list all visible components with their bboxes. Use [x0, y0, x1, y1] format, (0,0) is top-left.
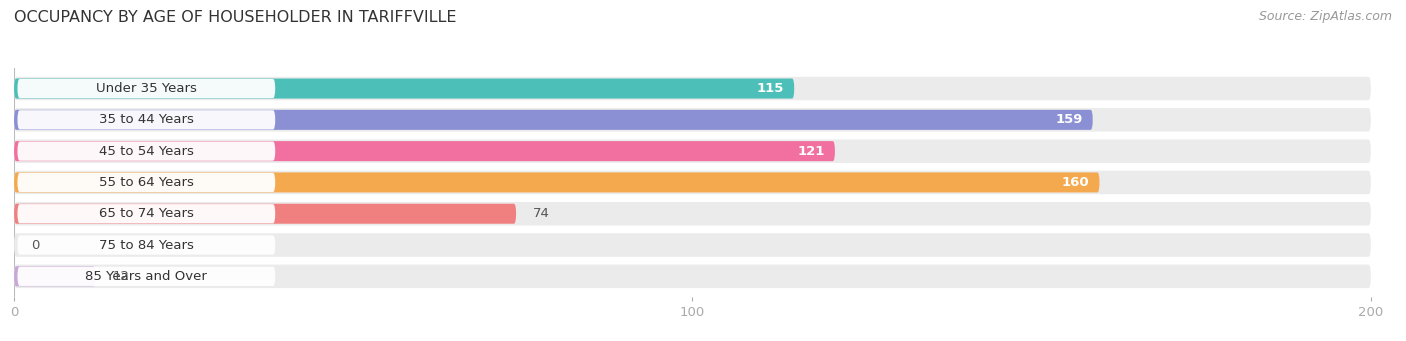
Text: 35 to 44 Years: 35 to 44 Years — [98, 113, 194, 126]
FancyBboxPatch shape — [14, 108, 1371, 132]
Text: 74: 74 — [533, 207, 550, 220]
Text: 12: 12 — [112, 270, 129, 283]
Text: 65 to 74 Years: 65 to 74 Years — [98, 207, 194, 220]
FancyBboxPatch shape — [17, 142, 276, 161]
Text: 160: 160 — [1062, 176, 1090, 189]
Text: 75 to 84 Years: 75 to 84 Years — [98, 239, 194, 252]
FancyBboxPatch shape — [14, 173, 1099, 192]
FancyBboxPatch shape — [17, 235, 276, 255]
Text: 115: 115 — [756, 82, 785, 95]
FancyBboxPatch shape — [14, 233, 1371, 257]
FancyBboxPatch shape — [14, 265, 1371, 288]
FancyBboxPatch shape — [14, 202, 1371, 225]
FancyBboxPatch shape — [14, 266, 96, 286]
Text: 159: 159 — [1054, 113, 1083, 126]
FancyBboxPatch shape — [17, 110, 276, 130]
FancyBboxPatch shape — [14, 204, 516, 224]
FancyBboxPatch shape — [14, 78, 794, 99]
Text: Source: ZipAtlas.com: Source: ZipAtlas.com — [1258, 10, 1392, 23]
FancyBboxPatch shape — [17, 204, 276, 223]
Text: 55 to 64 Years: 55 to 64 Years — [98, 176, 194, 189]
Text: 85 Years and Over: 85 Years and Over — [86, 270, 207, 283]
Text: OCCUPANCY BY AGE OF HOUSEHOLDER IN TARIFFVILLE: OCCUPANCY BY AGE OF HOUSEHOLDER IN TARIF… — [14, 10, 457, 25]
FancyBboxPatch shape — [17, 267, 276, 286]
FancyBboxPatch shape — [14, 141, 835, 161]
Text: Under 35 Years: Under 35 Years — [96, 82, 197, 95]
FancyBboxPatch shape — [14, 77, 1371, 100]
Text: 45 to 54 Years: 45 to 54 Years — [98, 145, 194, 158]
FancyBboxPatch shape — [17, 79, 276, 98]
FancyBboxPatch shape — [14, 110, 1092, 130]
Text: 121: 121 — [797, 145, 825, 158]
FancyBboxPatch shape — [17, 173, 276, 192]
Text: 0: 0 — [31, 239, 39, 252]
FancyBboxPatch shape — [14, 139, 1371, 163]
FancyBboxPatch shape — [14, 171, 1371, 194]
